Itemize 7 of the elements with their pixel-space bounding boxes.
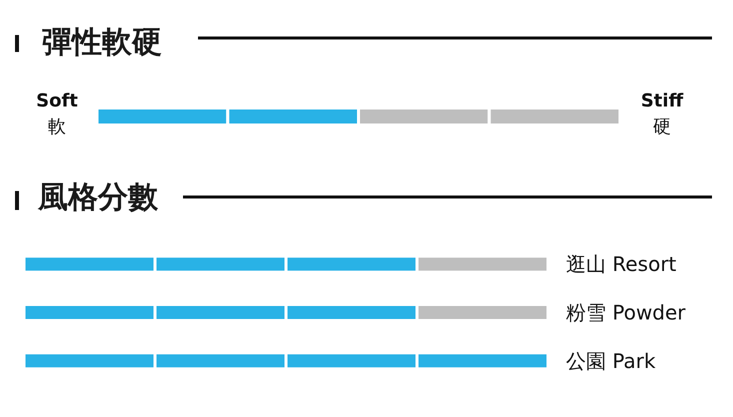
y-tick-label: 逛山 Resort	[566, 252, 677, 276]
y-tick-label: 粉雪 Powder	[566, 300, 686, 324]
y-tick-label: 公園 Park	[566, 348, 656, 373]
chart-title: 風格分數	[37, 180, 159, 215]
text: Soft 軟	[36, 90, 78, 138]
text: Stiff 硬	[640, 90, 684, 138]
chart-title: 彈性軟硬	[42, 25, 162, 60]
